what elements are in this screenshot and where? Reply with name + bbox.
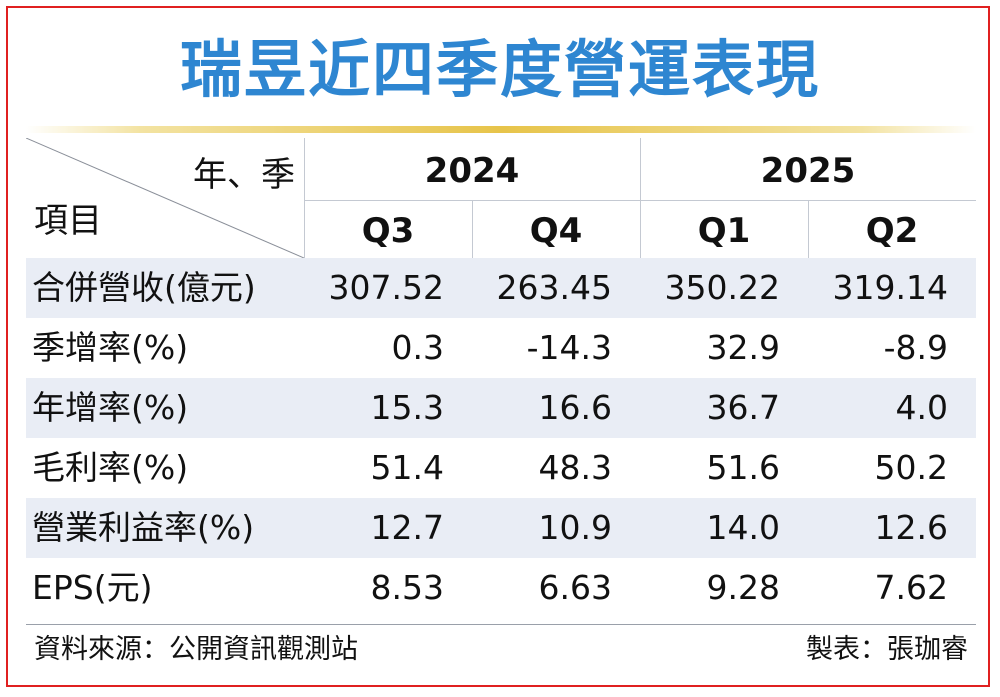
table-row: 季增率(%) 0.3 -14.3 32.9 -8.9 <box>26 318 976 378</box>
cell-value: 51.6 <box>706 448 780 487</box>
row-label: EPS(元) <box>32 568 153 607</box>
title-divider <box>26 126 976 133</box>
cell-value: 48.3 <box>538 448 612 487</box>
cell-value: 32.9 <box>706 328 780 367</box>
row-label: 季增率(%) <box>32 328 189 367</box>
cell-value: 51.4 <box>370 448 444 487</box>
header-divider-v3 <box>640 138 641 258</box>
cell-value: 307.52 <box>328 268 444 307</box>
cell-value: 350.22 <box>664 268 780 307</box>
cell-value: 9.28 <box>706 568 780 607</box>
table-row: 合併營收(億元) 307.52 263.45 350.22 319.14 <box>26 258 976 318</box>
cell-value: 0.3 <box>391 328 444 367</box>
row-label: 毛利率(%) <box>32 448 189 487</box>
quarter-header-2025-q2: Q2 <box>865 211 919 251</box>
cell-value: 6.63 <box>538 568 612 607</box>
cell-value: 10.9 <box>538 508 612 547</box>
cell-value: 263.45 <box>496 268 612 307</box>
cell-value: 7.62 <box>874 568 948 607</box>
table-row: 年增率(%) 15.3 16.6 36.7 4.0 <box>26 378 976 438</box>
corner-diagonal <box>26 138 304 258</box>
cell-value: 14.0 <box>706 508 780 547</box>
quarter-header-2024-q4: Q4 <box>529 211 583 251</box>
corner-label-period: 年、季 <box>193 155 295 195</box>
cell-value: 12.6 <box>874 508 948 547</box>
cell-value: 12.7 <box>370 508 444 547</box>
header-divider-v1 <box>304 138 305 258</box>
credit-note: 製表：張珈睿 <box>806 634 968 665</box>
table-row: 營業利益率(%) 12.7 10.9 14.0 12.6 <box>26 498 976 558</box>
source-note: 資料來源：公開資訊觀測站 <box>34 634 358 665</box>
row-label: 年增率(%) <box>32 388 189 427</box>
row-label: 合併營收(億元) <box>32 268 256 307</box>
page-title: 瑞昱近四季度營運表現 <box>179 33 820 106</box>
year-header-2025: 2025 <box>760 151 856 191</box>
year-header-2024: 2024 <box>424 151 520 191</box>
footer-divider <box>26 624 976 625</box>
cell-value: 4.0 <box>895 388 948 427</box>
cell-value: 16.6 <box>538 388 612 427</box>
cell-value: 15.3 <box>370 388 444 427</box>
table-row: EPS(元) 8.53 6.63 9.28 7.62 <box>26 558 976 618</box>
row-label: 營業利益率(%) <box>32 508 255 547</box>
header-divider-v2 <box>472 200 473 258</box>
cell-value: 319.14 <box>832 268 948 307</box>
cell-value: -14.3 <box>526 328 612 367</box>
cell-value: 36.7 <box>706 388 780 427</box>
corner-label-item: 項目 <box>34 201 102 241</box>
cell-value: -8.9 <box>883 328 948 367</box>
table-row: 毛利率(%) 51.4 48.3 51.6 50.2 <box>26 438 976 498</box>
table-frame <box>6 6 990 687</box>
header-divider-h <box>304 200 976 201</box>
quarter-header-2025-q1: Q1 <box>697 211 751 251</box>
cell-value: 8.53 <box>370 568 444 607</box>
header-divider-v4 <box>808 200 809 258</box>
quarter-header-2024-q3: Q3 <box>361 211 415 251</box>
cell-value: 50.2 <box>874 448 948 487</box>
